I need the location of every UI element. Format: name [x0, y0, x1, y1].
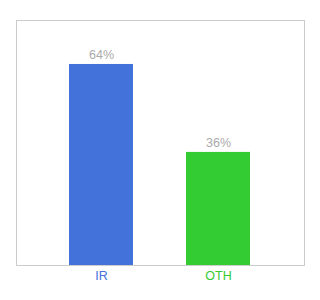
- svg-text:64%: 64%: [89, 48, 114, 62]
- svg-text:OTH: OTH: [205, 269, 231, 283]
- svg-text:36%: 36%: [206, 136, 231, 150]
- svg-text:IR: IR: [95, 269, 108, 283]
